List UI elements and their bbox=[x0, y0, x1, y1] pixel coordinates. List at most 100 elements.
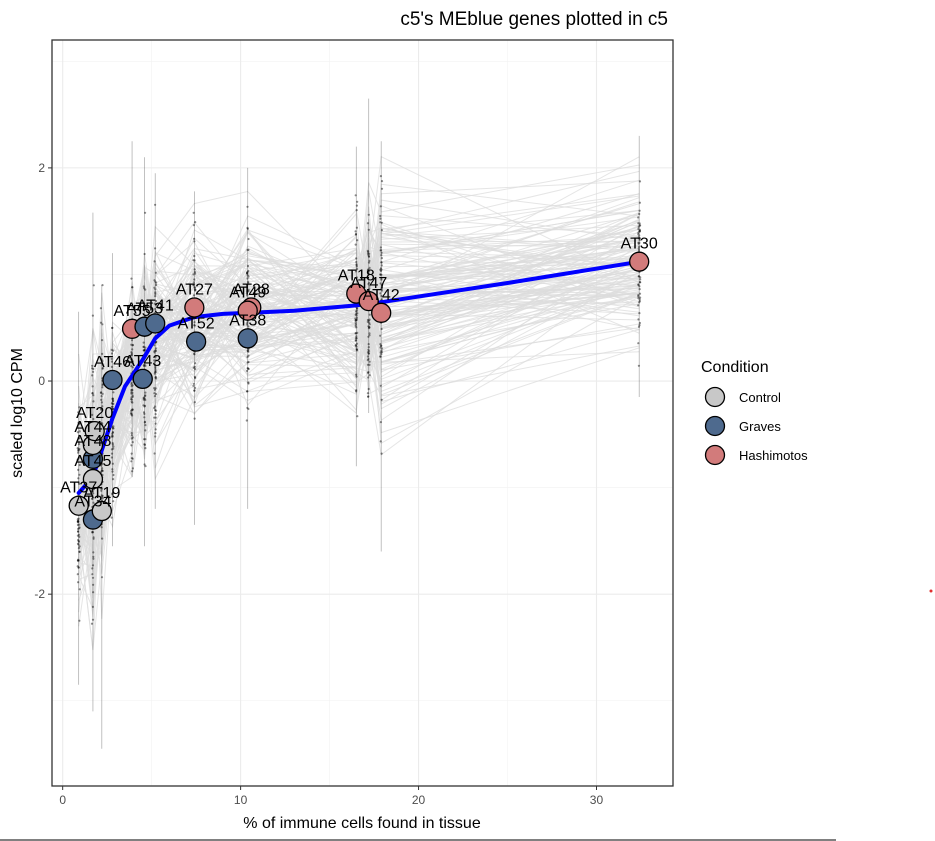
gene-point bbox=[77, 519, 80, 523]
sample-label: AT55 bbox=[114, 303, 151, 320]
gene-point bbox=[153, 388, 156, 391]
gene-point bbox=[380, 180, 384, 183]
gene-point bbox=[91, 314, 94, 317]
gene-point bbox=[354, 270, 357, 273]
gene-point bbox=[78, 619, 81, 622]
gene-point bbox=[367, 395, 370, 398]
gene-point bbox=[246, 272, 249, 275]
gene-point bbox=[367, 395, 370, 398]
gene-point bbox=[154, 428, 157, 431]
gene-point bbox=[245, 272, 249, 275]
gene-point bbox=[153, 351, 156, 354]
gene-point bbox=[77, 520, 80, 523]
gene-point bbox=[130, 398, 133, 401]
gene-point bbox=[193, 389, 196, 392]
gene-point bbox=[130, 365, 133, 368]
gene-line bbox=[78, 265, 640, 591]
gene-point bbox=[78, 430, 81, 433]
gene-point bbox=[380, 257, 383, 260]
gene-point bbox=[366, 270, 370, 273]
gene-point bbox=[356, 415, 359, 418]
gene-point bbox=[194, 288, 197, 291]
gene-point bbox=[637, 233, 640, 236]
x-axis: 0 10 20 30 bbox=[59, 786, 603, 807]
gene-point bbox=[355, 335, 358, 338]
gene-point bbox=[130, 385, 133, 388]
gene-point bbox=[154, 359, 157, 362]
gene-point bbox=[380, 229, 383, 232]
legend: Condition Control Graves Hashimotos bbox=[701, 359, 808, 466]
gene-point bbox=[355, 314, 358, 317]
gene-point bbox=[380, 298, 384, 301]
gene-point bbox=[246, 205, 249, 208]
gene-point bbox=[192, 366, 195, 369]
gene-point bbox=[637, 222, 640, 225]
gene-point bbox=[355, 375, 358, 378]
gene-point bbox=[99, 487, 102, 490]
gene-point bbox=[379, 355, 382, 358]
gene-point bbox=[638, 237, 641, 240]
gene-point bbox=[77, 477, 80, 480]
gene-point bbox=[155, 409, 158, 412]
gene-point bbox=[131, 366, 134, 369]
gene-point bbox=[367, 352, 370, 355]
gene-point bbox=[111, 431, 114, 434]
gene-point bbox=[637, 297, 640, 300]
gene-point bbox=[638, 222, 641, 225]
gene-point bbox=[194, 221, 197, 224]
gene-point bbox=[143, 365, 146, 368]
x-tick-label: 10 bbox=[234, 793, 248, 807]
gene-point bbox=[354, 233, 357, 236]
x-tick-label: 0 bbox=[59, 793, 66, 807]
y-tick-label: 0 bbox=[38, 374, 45, 388]
gene-point bbox=[367, 387, 370, 391]
gene-point bbox=[91, 530, 94, 534]
gene-point bbox=[155, 283, 158, 287]
gene-point bbox=[367, 255, 370, 258]
gene-point bbox=[379, 268, 382, 271]
gene-point bbox=[101, 469, 104, 472]
gene-point bbox=[101, 467, 104, 470]
gene-point bbox=[246, 227, 249, 230]
gene-point bbox=[637, 364, 641, 367]
gene-point bbox=[130, 383, 133, 386]
gene-point bbox=[111, 402, 114, 406]
gene-point bbox=[368, 332, 371, 335]
gene-point bbox=[100, 398, 103, 401]
gene-point bbox=[77, 559, 80, 562]
gene-point bbox=[366, 363, 369, 366]
gene-point bbox=[77, 558, 80, 561]
gene-point bbox=[368, 313, 371, 316]
gene-point bbox=[143, 420, 147, 423]
gene-point bbox=[130, 352, 133, 355]
gene-point bbox=[78, 437, 81, 440]
gene-point bbox=[354, 337, 358, 340]
gene-point bbox=[368, 284, 371, 287]
gene-point bbox=[366, 351, 370, 354]
gene-point bbox=[78, 422, 81, 425]
sample-point bbox=[91, 500, 112, 522]
gene-point bbox=[367, 228, 370, 231]
gene-point bbox=[247, 381, 250, 384]
gene-point bbox=[153, 350, 156, 353]
gene-point bbox=[355, 276, 358, 279]
gene-point bbox=[367, 268, 370, 271]
gene-point bbox=[355, 318, 358, 321]
gene-point bbox=[379, 334, 382, 337]
gene-point bbox=[130, 351, 133, 354]
gene-point bbox=[92, 284, 95, 287]
gene-point bbox=[367, 352, 370, 355]
gene-point bbox=[131, 395, 134, 398]
gene-point bbox=[130, 460, 133, 463]
gene-point bbox=[111, 462, 114, 465]
gene-point bbox=[143, 348, 147, 351]
gene-point bbox=[76, 521, 80, 524]
gene-point bbox=[76, 523, 79, 527]
gene-point bbox=[354, 319, 357, 322]
gene-point bbox=[246, 320, 249, 323]
gene-point bbox=[112, 447, 115, 450]
gene-point bbox=[144, 394, 147, 397]
gene-point bbox=[367, 335, 370, 338]
gene-point bbox=[193, 365, 196, 368]
gene-point bbox=[354, 344, 357, 347]
